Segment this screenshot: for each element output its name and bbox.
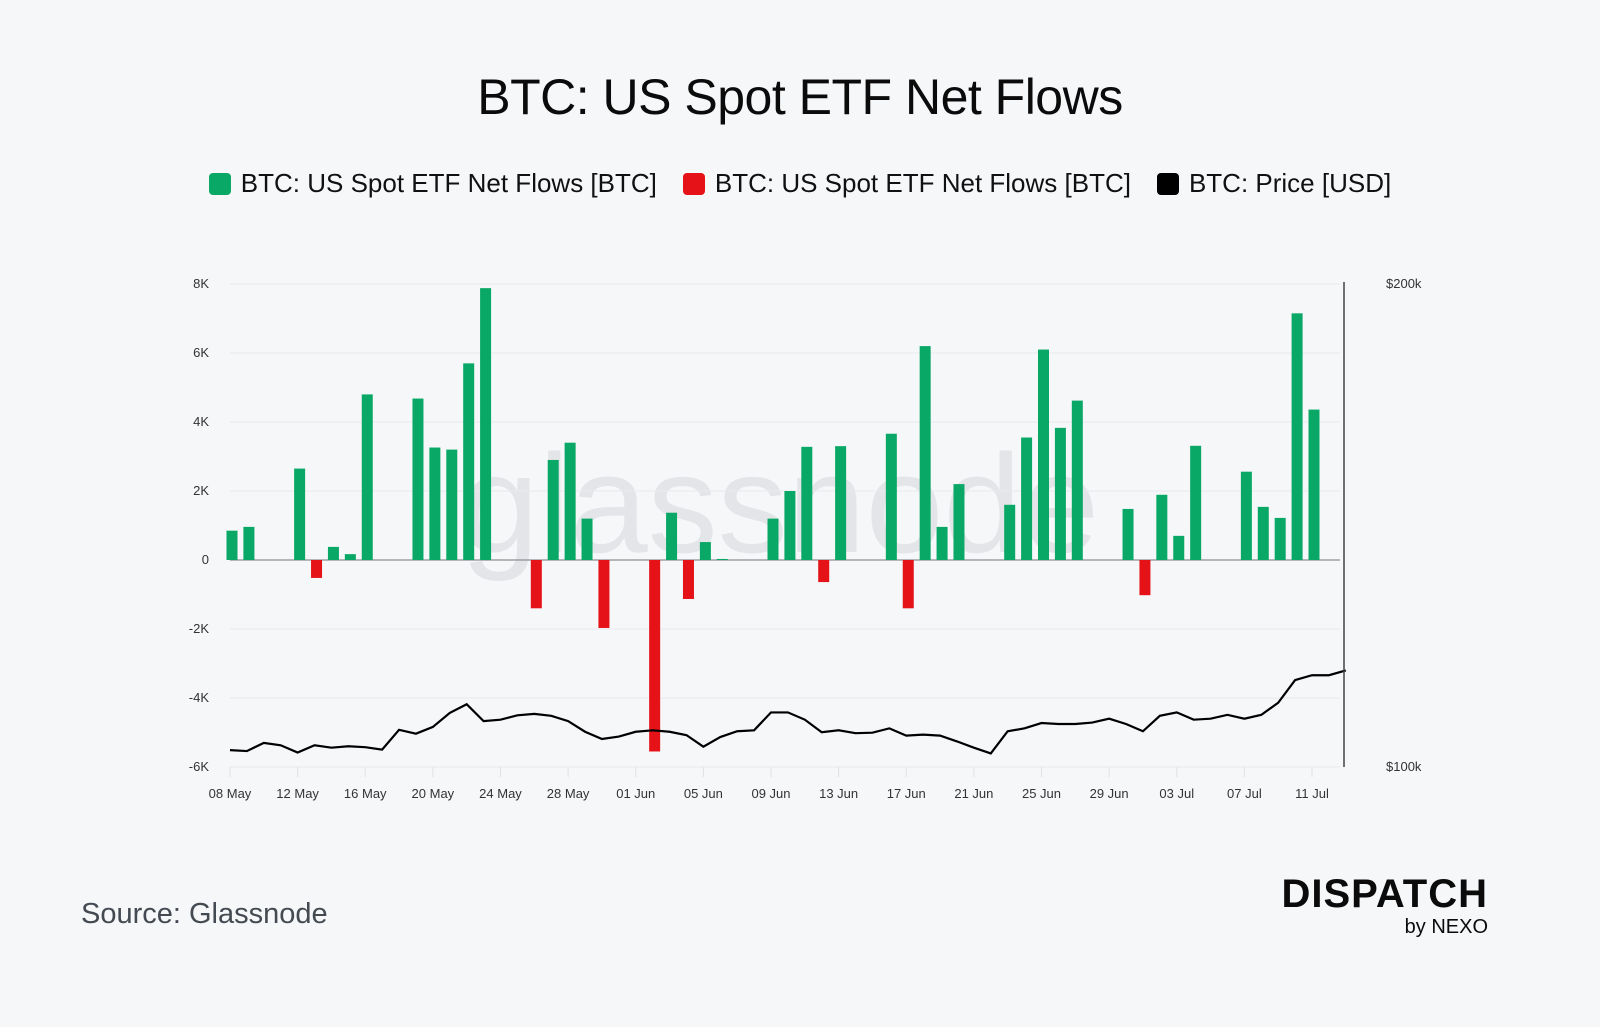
x-tick-label: 07 Jul <box>1227 786 1262 801</box>
inflow-bar <box>1122 508 1134 560</box>
x-tick-label: 05 Jun <box>684 786 723 801</box>
inflow-bar <box>1274 517 1286 560</box>
y-tick-label: 4K <box>193 414 209 429</box>
inflow-bar <box>1038 349 1049 560</box>
y-tick-label: 6K <box>193 345 209 360</box>
inflow-bar <box>1173 535 1185 560</box>
outflow-bar <box>598 560 610 628</box>
legend-item-price[interactable]: BTC: Price [USD] <box>1156 168 1392 199</box>
chart-title: BTC: US Spot ETF Net Flows <box>477 69 1123 125</box>
inflow-bar <box>953 484 965 560</box>
inflow-bar <box>801 446 813 560</box>
y-tick-label: 0 <box>202 552 209 567</box>
x-tick-label: 17 Jun <box>887 786 926 801</box>
inflow-bar <box>412 398 424 560</box>
outflow-bar <box>649 560 661 752</box>
y-tick-label: 2K <box>193 483 209 498</box>
x-tick-label: 01 Jun <box>616 786 655 801</box>
inflow-bar <box>243 526 255 560</box>
flow-bars <box>226 288 1320 752</box>
legend-swatch-red <box>682 172 705 195</box>
x-tick-label: 20 May <box>412 786 455 801</box>
inflow-bar <box>1240 471 1252 560</box>
inflow-bar <box>327 546 339 560</box>
legend-swatch-black <box>1156 172 1179 195</box>
legend-label: BTC: US Spot ETF Net Flows [BTC] <box>714 168 1131 198</box>
x-tick-label: 25 Jun <box>1022 786 1061 801</box>
outflow-bar <box>818 560 830 583</box>
inflow-bar <box>1004 504 1016 560</box>
inflow-bar <box>835 446 847 560</box>
x-tick-label: 09 Jun <box>751 786 790 801</box>
inflow-bar <box>1190 445 1202 560</box>
inflow-bar <box>480 288 492 560</box>
y2-tick-label: $200k <box>1386 276 1422 291</box>
legend: BTC: US Spot ETF Net Flows [BTC] BTC: US… <box>0 168 1600 199</box>
inflow-bar <box>1021 437 1033 560</box>
legend-label: BTC: US Spot ETF Net Flows [BTC] <box>240 168 657 198</box>
outflow-bar <box>682 560 694 599</box>
inflow-bar <box>564 442 576 560</box>
y-tick-label: -4K <box>189 690 210 705</box>
x-tick-label: 03 Jul <box>1159 786 1194 801</box>
outflow-bar <box>902 560 914 609</box>
x-tick-label: 12 May <box>276 786 319 801</box>
x-tick-label: 11 Jul <box>1295 786 1329 801</box>
inflow-bar <box>699 542 711 560</box>
outflow-bar <box>311 560 323 578</box>
x-tick-label: 29 Jun <box>1090 786 1129 801</box>
x-tick-label: 28 May <box>547 786 590 801</box>
y2-tick-label: $100k <box>1386 759 1422 774</box>
x-tick-label: 24 May <box>479 786 522 801</box>
legend-item-inflows[interactable]: BTC: US Spot ETF Net Flows [BTC] <box>208 168 657 199</box>
inflow-bar <box>1291 313 1303 560</box>
y-tick-label: -6K <box>189 759 210 774</box>
outflow-bar <box>1139 560 1151 596</box>
outflow-bar <box>530 560 542 609</box>
y-tick-label: -2K <box>189 621 210 636</box>
inflow-bar <box>1308 409 1320 560</box>
legend-label: BTC: Price [USD] <box>1188 168 1392 198</box>
brand-sub: by NEXO <box>1404 916 1488 938</box>
inflow-bar <box>936 526 948 560</box>
inflow-bar <box>919 346 931 560</box>
source-note: Source: Glassnode <box>81 898 328 930</box>
inflow-bar <box>716 558 728 560</box>
legend-swatch-green <box>208 172 231 195</box>
inflow-bar <box>1156 494 1168 560</box>
brand-logo: DISPATCH by NEXO <box>1281 872 1488 938</box>
inflow-bar <box>429 447 441 560</box>
inflow-bar <box>547 459 559 560</box>
x-tick-label: 13 Jun <box>819 786 858 801</box>
x-tick-label: 16 May <box>344 786 387 801</box>
inflow-bar <box>361 394 373 560</box>
y-tick-label: 8K <box>193 276 209 291</box>
axes: 8K 6K 4K 2K 0 -2K -4K -6K 08 May 12 May 16 May 20 M… <box>189 276 1422 801</box>
inflow-bar <box>885 433 897 560</box>
price-line-group <box>229 669 1347 755</box>
x-tick-label: 21 Jun <box>954 786 993 801</box>
inflow-bar <box>1054 427 1066 560</box>
inflow-bar <box>767 518 779 560</box>
inflow-bar <box>581 518 593 560</box>
inflow-bar <box>784 491 796 560</box>
brand-name: DISPATCH <box>1281 872 1488 916</box>
legend-item-outflows[interactable]: BTC: US Spot ETF Net Flows [BTC] <box>682 168 1131 199</box>
inflow-bar <box>226 530 238 560</box>
inflow-bar <box>446 449 458 560</box>
inflow-bar <box>1071 400 1083 560</box>
price-line <box>229 669 1347 755</box>
inflow-bar <box>463 363 475 560</box>
inflow-bar <box>344 554 356 560</box>
inflow-bar <box>294 468 306 560</box>
inflow-bar <box>666 512 678 560</box>
x-tick-label: 08 May <box>209 786 252 801</box>
inflow-bar <box>1257 506 1269 560</box>
